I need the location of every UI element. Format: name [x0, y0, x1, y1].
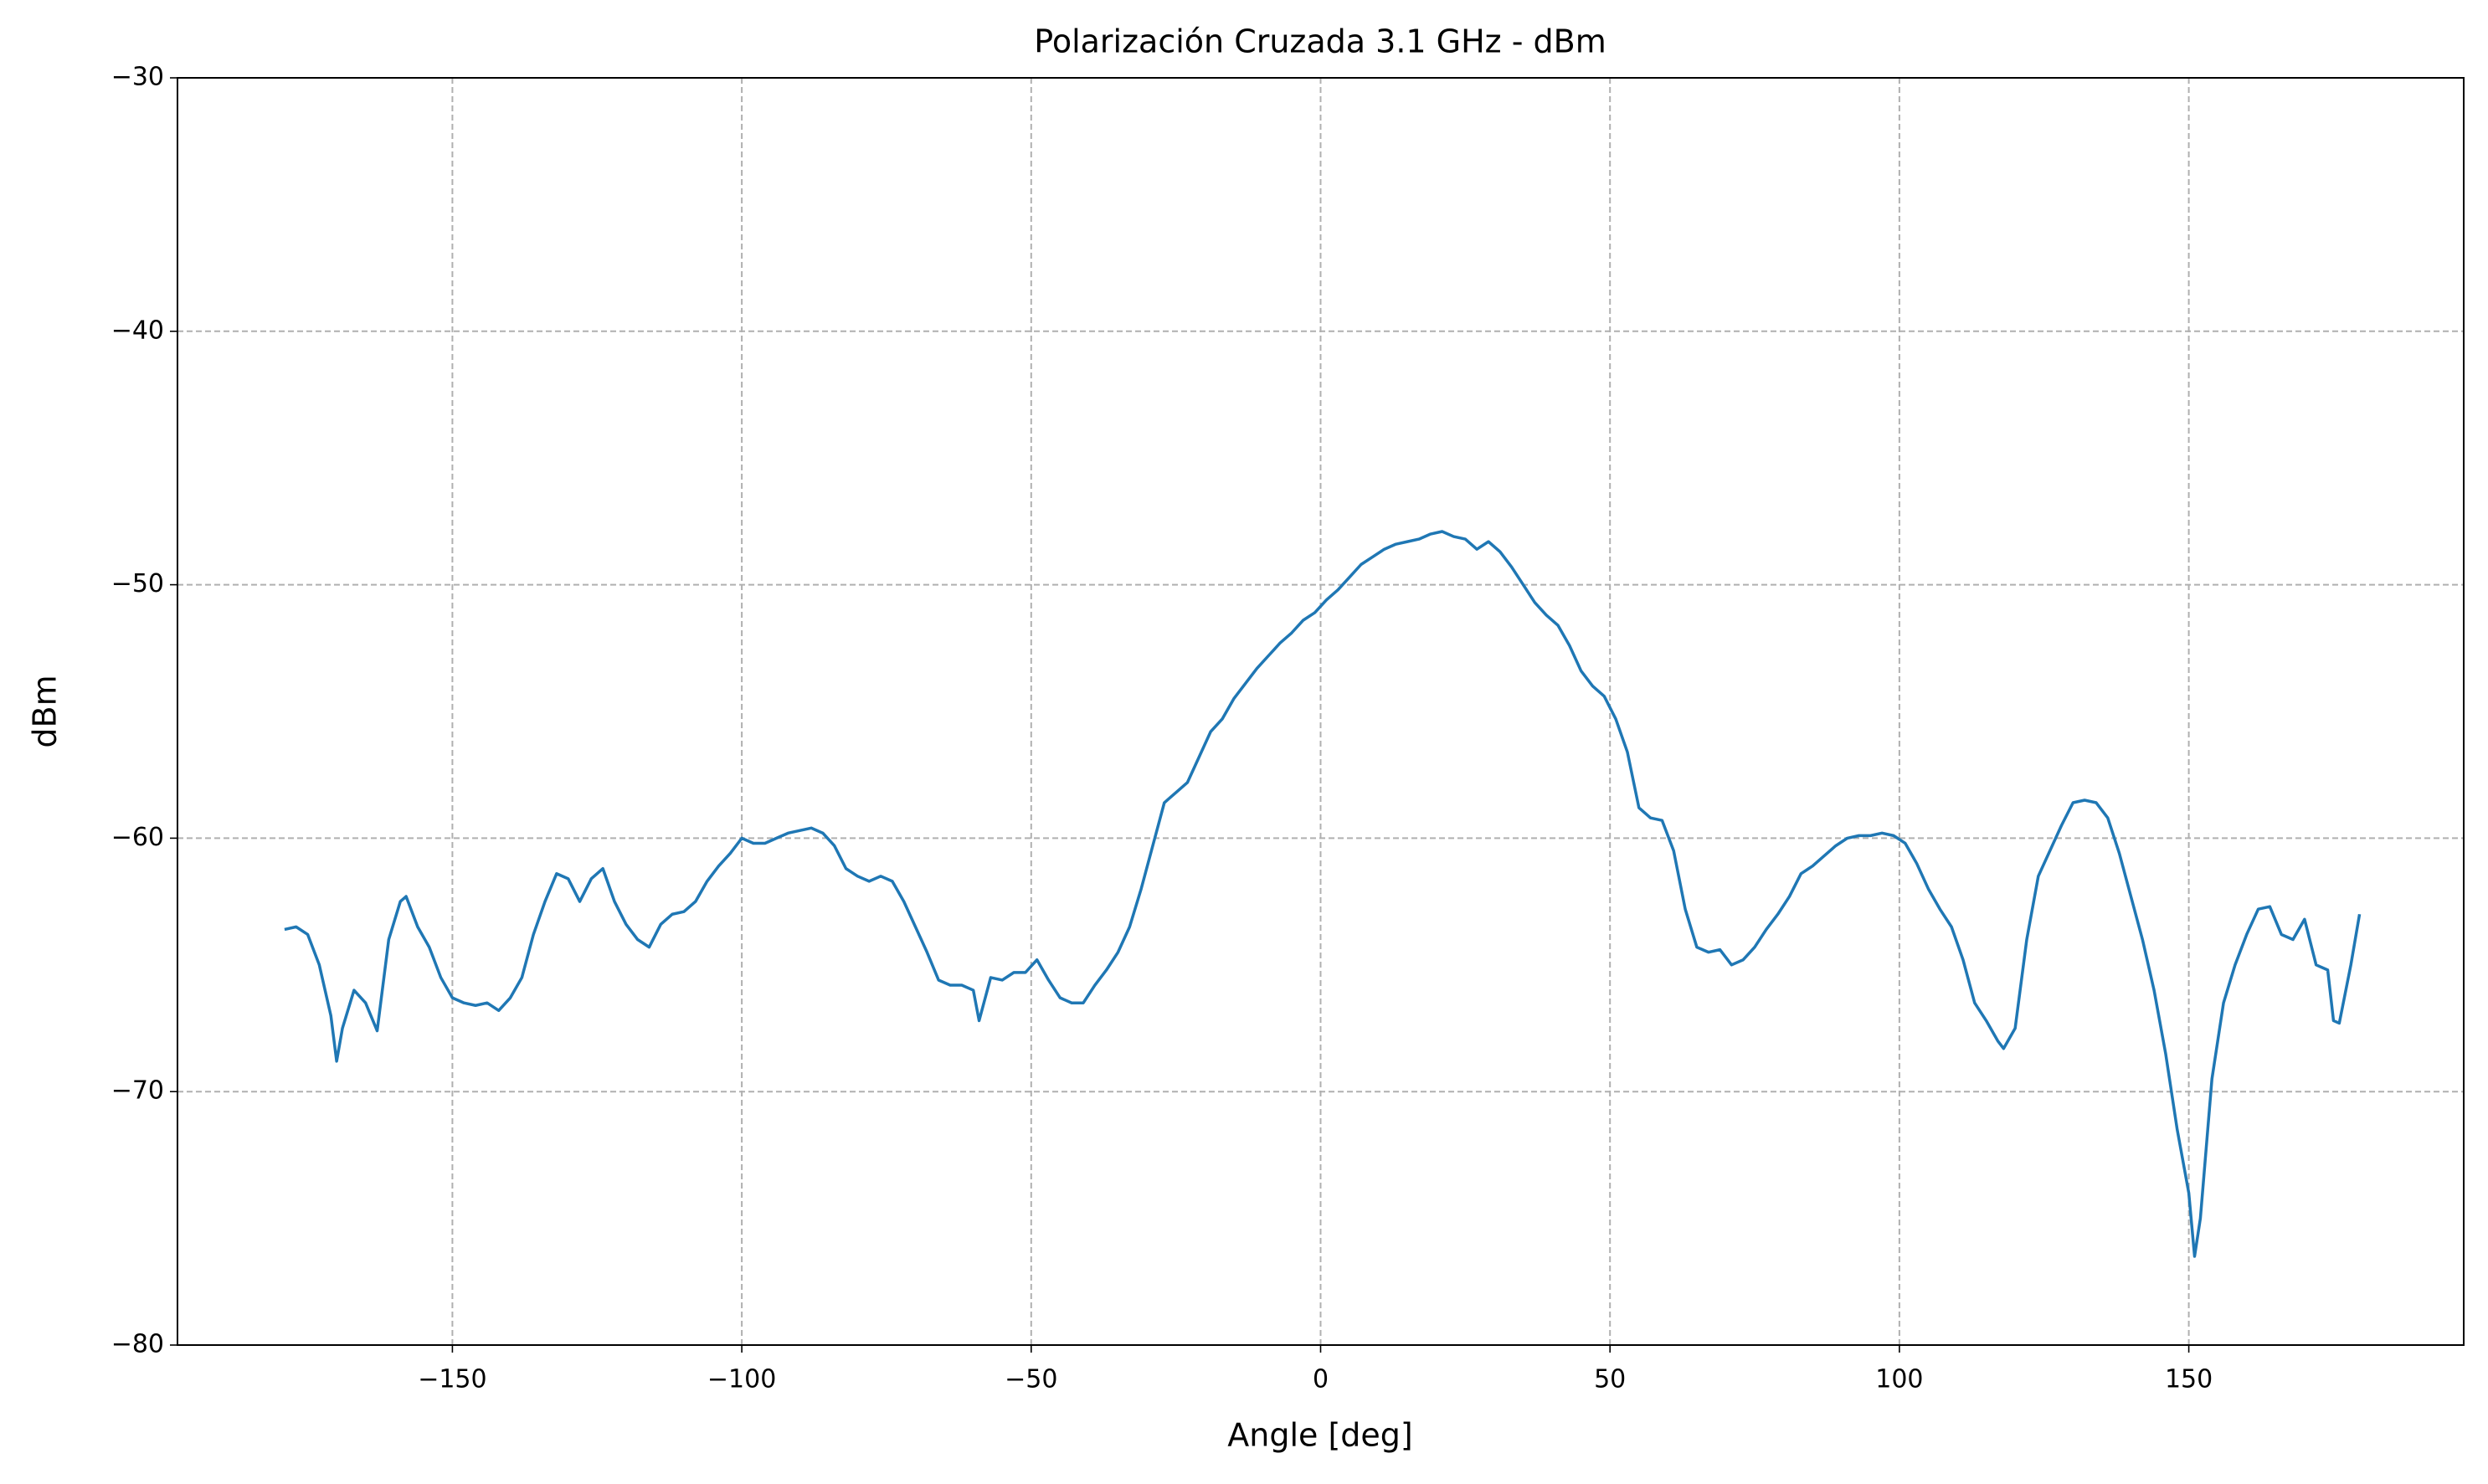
x-tick-label: 50	[1594, 1365, 1626, 1394]
x-tick-label: 100	[1875, 1365, 1923, 1394]
y-tick-label: −60	[111, 823, 164, 852]
x-tick-label: −150	[418, 1365, 486, 1394]
data-line	[284, 530, 2362, 1258]
y-tick-label: −30	[111, 63, 164, 92]
chart-title: Polarización Cruzada 3.1 GHz - dBm	[1034, 23, 1606, 60]
x-tick-label: −50	[1005, 1365, 1057, 1394]
x-axis-label: Angle [deg]	[1227, 1417, 1413, 1454]
x-tick-label: −100	[707, 1365, 776, 1394]
x-tick-label: 0	[1313, 1365, 1329, 1394]
y-tick-label: −50	[111, 569, 164, 598]
x-tick-label: 150	[2165, 1365, 2213, 1394]
y-axis-label: dBm	[27, 675, 64, 747]
plot-frame	[177, 77, 2465, 1346]
y-tick-label: −80	[111, 1330, 164, 1359]
y-tick-label: −40	[111, 316, 164, 345]
y-tick-label: −70	[111, 1076, 164, 1106]
